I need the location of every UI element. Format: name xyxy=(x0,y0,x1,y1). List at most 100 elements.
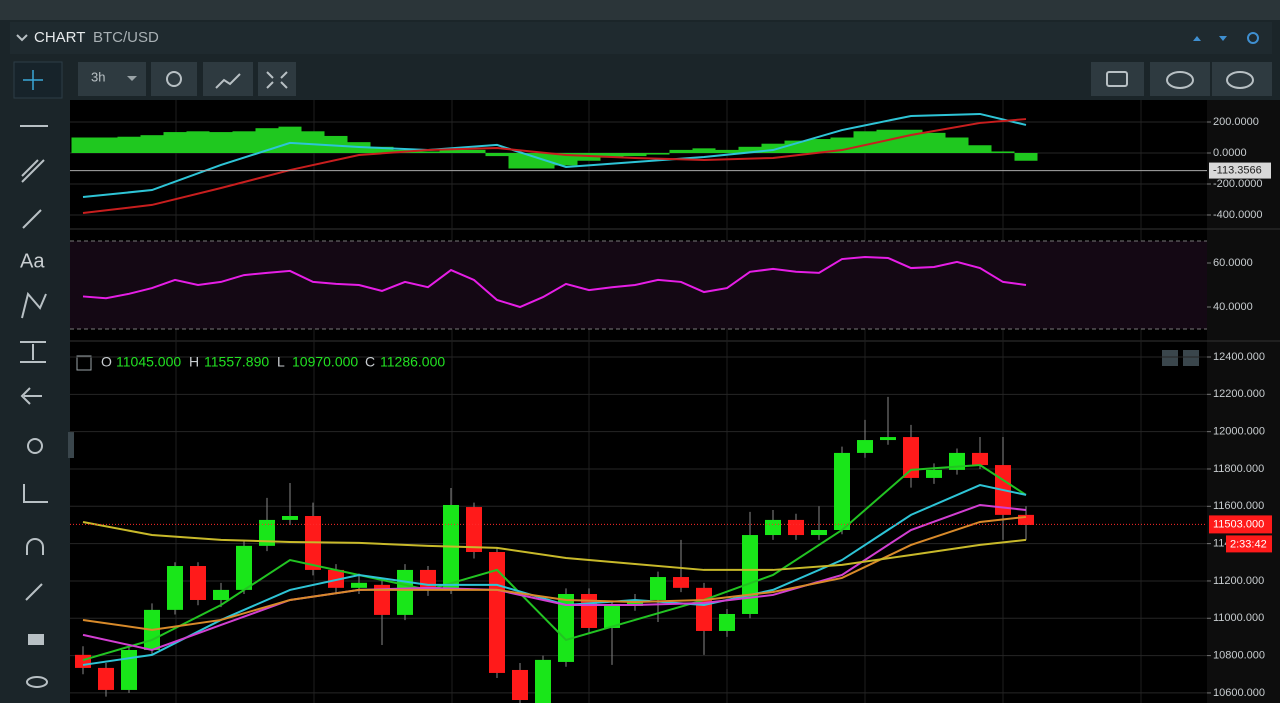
ruler-tool[interactable] xyxy=(23,484,48,503)
candle-body xyxy=(880,437,896,441)
draw-tool[interactable] xyxy=(25,583,43,601)
settings-icon xyxy=(166,71,182,87)
y-tick-label: 12400.000 xyxy=(1213,351,1265,363)
refresh[interactable] xyxy=(1247,32,1259,44)
histogram-bar xyxy=(784,140,808,153)
line-series xyxy=(82,503,1027,652)
histogram-bar xyxy=(232,131,256,153)
screenshot-button[interactable] xyxy=(1091,62,1144,96)
y-tick-label: 200.0000 xyxy=(1213,116,1259,128)
candle-body xyxy=(75,654,91,668)
y-tick-label: 10600.000 xyxy=(1213,687,1265,699)
y-tick-label: 11200.000 xyxy=(1213,575,1264,587)
interval-select[interactable] xyxy=(78,62,146,96)
y-tick-label: 11800.000 xyxy=(1213,463,1264,475)
lock-tool[interactable] xyxy=(28,634,44,645)
y-tick-label: -400.0000 xyxy=(1213,209,1263,221)
text-tool[interactable]: Aa xyxy=(20,250,45,272)
candle-body xyxy=(512,669,528,701)
crosshair-icon xyxy=(23,70,43,90)
histogram-bar xyxy=(71,137,95,153)
settings-button[interactable] xyxy=(151,62,197,96)
y-tick-label: 0.0000 xyxy=(1213,147,1247,159)
fullscreen-button[interactable] xyxy=(258,62,296,96)
histogram-bar xyxy=(968,145,992,153)
histogram-bar xyxy=(876,129,900,153)
sidebar: Aa xyxy=(20,125,48,688)
zoom-tool[interactable] xyxy=(27,438,43,454)
top-bar xyxy=(0,0,1280,20)
y-tick-label: 60.0000 xyxy=(1213,257,1253,269)
candle-body xyxy=(236,545,252,590)
candle-body xyxy=(926,469,942,478)
indicators-button[interactable] xyxy=(203,62,253,96)
back-tool[interactable] xyxy=(20,387,42,405)
download-button[interactable] xyxy=(1150,62,1210,96)
histogram-bar xyxy=(738,146,762,153)
y-tick-label: -200.0000 xyxy=(1213,178,1263,190)
sidebar-toggle[interactable] xyxy=(68,432,74,458)
y-tick-label: 40.0000 xyxy=(1213,301,1253,313)
histogram-bar xyxy=(94,137,118,153)
histogram-bar xyxy=(945,137,969,153)
candle-body xyxy=(742,535,758,614)
y-tick-label: 12200.000 xyxy=(1213,388,1265,400)
pattern-tool[interactable] xyxy=(21,291,47,319)
histogram-bar xyxy=(117,136,141,153)
fullscreen-icon xyxy=(266,71,288,89)
candle-body xyxy=(98,667,114,690)
move-down[interactable] xyxy=(1219,36,1227,41)
histogram-bar xyxy=(140,135,164,153)
histogram-bar xyxy=(600,152,624,158)
line-series xyxy=(82,256,1027,309)
panel-down[interactable] xyxy=(1183,350,1199,366)
histogram-bar xyxy=(278,126,302,153)
histogram-bar xyxy=(324,135,348,153)
candle-body xyxy=(167,566,183,610)
collapse-icon[interactable] xyxy=(16,34,28,42)
upload-button[interactable] xyxy=(1212,62,1272,96)
histogram-bar xyxy=(853,131,877,153)
camera-icon xyxy=(1106,71,1128,87)
download-icon xyxy=(1166,71,1194,89)
candle-body xyxy=(489,552,505,673)
channel-tool[interactable] xyxy=(21,159,45,183)
candle-body xyxy=(466,507,482,553)
line-series xyxy=(82,520,1027,571)
candle-body xyxy=(259,519,275,546)
candle-body xyxy=(121,649,137,690)
candle-body xyxy=(834,452,850,530)
brush-tool[interactable] xyxy=(22,209,42,229)
y-tick-label: 11000.000 xyxy=(1213,612,1264,624)
panel-up[interactable] xyxy=(1162,350,1178,366)
histogram-bar xyxy=(922,132,946,153)
panel-header xyxy=(10,22,1272,54)
candle-body xyxy=(1018,514,1034,525)
candle-body xyxy=(190,566,206,600)
last-value-box xyxy=(1209,162,1271,179)
candle-body xyxy=(696,587,712,631)
move-up[interactable] xyxy=(1193,36,1201,41)
symbol: BTC/USD xyxy=(93,29,159,46)
histogram-bar xyxy=(462,149,486,153)
measure-tool[interactable] xyxy=(20,341,46,363)
histogram-bar xyxy=(1014,152,1038,161)
price-axis xyxy=(1207,100,1280,703)
dropdown-arrow xyxy=(127,76,137,81)
readout-toggle[interactable] xyxy=(76,355,92,371)
y-tick-label: 12000.000 xyxy=(1213,426,1265,438)
line-series xyxy=(82,112,1027,199)
candle-body xyxy=(857,440,873,453)
magnet-tool[interactable] xyxy=(26,538,44,555)
histogram-bar xyxy=(301,131,325,153)
histogram-bar xyxy=(807,139,831,153)
candle-body xyxy=(535,659,551,703)
hide-tool[interactable] xyxy=(26,676,48,688)
histogram-bar xyxy=(485,152,509,157)
line-series xyxy=(82,464,1027,662)
countdown-box xyxy=(1226,535,1272,553)
candle-body xyxy=(328,569,344,588)
histogram-bar xyxy=(991,151,1015,153)
histogram-bar xyxy=(508,152,532,169)
